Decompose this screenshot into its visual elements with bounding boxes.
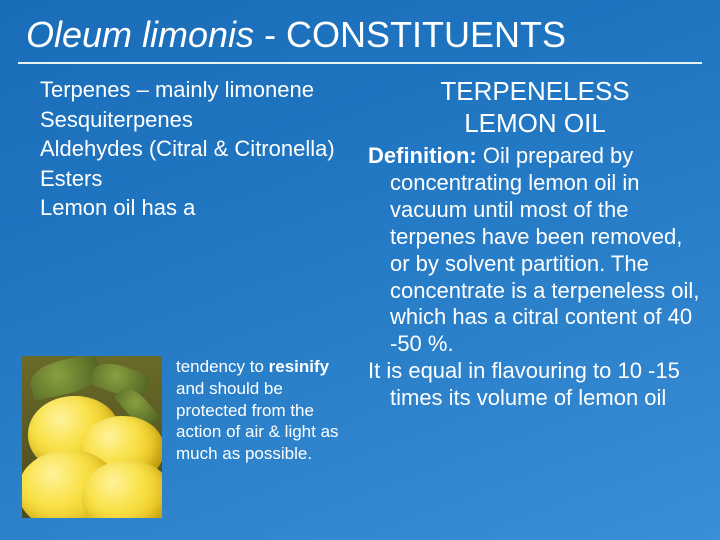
left-item-3: Aldehydes (Citral & Citronella) [40, 135, 352, 163]
definition-body: Oil prepared by concentrating lemon oil … [390, 143, 699, 356]
title-italic: Oleum limonis [26, 14, 254, 55]
definition-para: Definition: Oil prepared by concentratin… [368, 143, 702, 358]
definition-lead: Definition: [368, 143, 477, 168]
right-heading-l2: LEMON OIL [464, 108, 606, 138]
left-item-1: Terpenes – mainly limonene [40, 76, 352, 104]
lemon-note-bold: resinify [269, 357, 329, 376]
right-heading: TERPENELESS LEMON OIL [368, 76, 702, 139]
lemon-block: tendency to resinify and should be prote… [22, 356, 352, 518]
lemon-note-pre: tendency to [176, 357, 269, 376]
flavour-para: It is equal in flavouring to 10 -15 time… [368, 358, 702, 412]
slide-title: Oleum limonis - CONSTITUENTS [26, 14, 700, 56]
lemon-image [22, 356, 162, 518]
lemon-note: tendency to resinify and should be prote… [162, 356, 352, 465]
right-heading-l1: TERPENELESS [440, 76, 629, 106]
left-item-5: Lemon oil has a [40, 194, 352, 222]
title-rest: - CONSTITUENTS [254, 14, 566, 55]
left-item-2: Sesquiterpenes [40, 106, 352, 134]
lemon-note-post: and should be protected from the action … [176, 379, 339, 463]
slide: Oleum limonis - CONSTITUENTS Terpenes – … [0, 0, 720, 540]
title-underline [18, 62, 702, 64]
right-column: TERPENELESS LEMON OIL Definition: Oil pr… [360, 76, 720, 540]
left-item-4: Esters [40, 165, 352, 193]
